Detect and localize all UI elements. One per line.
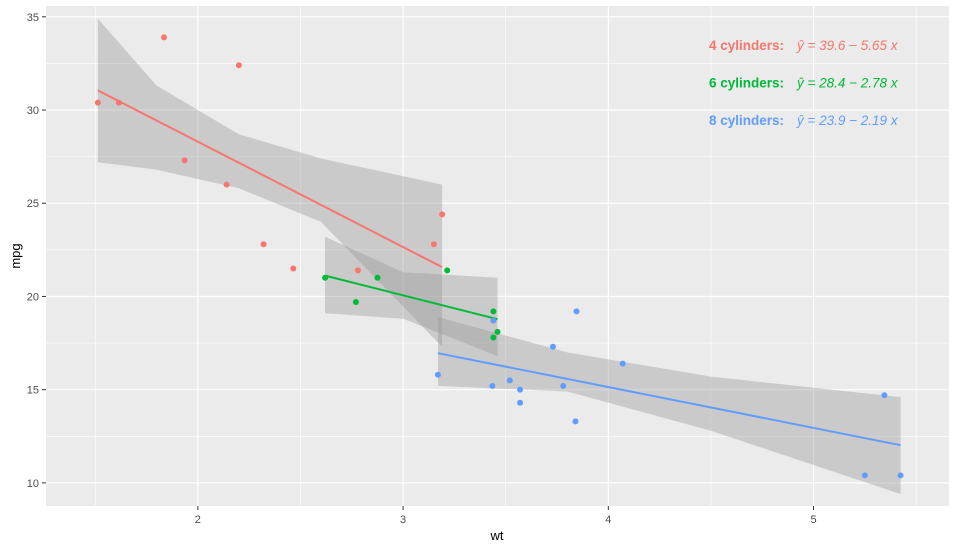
regression-lines xyxy=(97,89,901,447)
data-point-1-3 xyxy=(494,328,501,335)
data-point-2-2 xyxy=(619,360,626,367)
data-point-0-1 xyxy=(439,211,446,218)
data-point-1-0 xyxy=(322,274,329,281)
annotation-equation-0: ŷ = 39.6 − 5.65 x xyxy=(796,38,899,53)
data-point-2-9 xyxy=(489,382,496,389)
data-point-0-8 xyxy=(223,181,230,188)
data-point-0-6 xyxy=(290,265,297,272)
y-axis-title: mpg xyxy=(8,243,23,268)
x-axis-title: wt xyxy=(490,528,504,543)
data-point-0-5 xyxy=(161,34,168,41)
data-point-2-1 xyxy=(517,399,524,406)
grid-minor xyxy=(46,6,949,506)
data-point-2-11 xyxy=(573,308,580,315)
annotation-label-2: 8 cylinders: xyxy=(709,113,784,128)
confidence-band-2 xyxy=(438,317,901,495)
x-tick-label-1: 3 xyxy=(400,514,406,526)
y-tick-label-0: 10 xyxy=(27,478,39,490)
data-points xyxy=(94,34,904,479)
annotation-label-1: 6 cylinders: xyxy=(709,76,784,91)
data-point-0-2 xyxy=(430,241,437,248)
data-point-0-4 xyxy=(115,99,122,106)
regression-line-0 xyxy=(97,89,443,268)
data-point-1-1 xyxy=(374,274,381,281)
annotation-label-0: 4 cylinders: xyxy=(709,38,784,53)
data-point-2-7 xyxy=(881,392,888,399)
y-tick-label-5: 35 xyxy=(27,12,39,24)
data-point-2-8 xyxy=(506,377,513,384)
data-point-2-0 xyxy=(490,317,497,324)
data-point-2-5 xyxy=(861,472,868,479)
data-point-0-9 xyxy=(94,99,101,106)
data-point-2-10 xyxy=(572,418,579,425)
x-tick-label-0: 2 xyxy=(195,514,201,526)
equation-annotations: 4 cylinders: ŷ = 39.6 − 5.65 x 6 cylinders… xyxy=(709,38,899,128)
data-point-0-0 xyxy=(260,241,267,248)
grid-major xyxy=(46,6,949,506)
data-point-0-10 xyxy=(354,267,361,274)
x-tick-label-3: 5 xyxy=(810,514,816,526)
data-point-0-7 xyxy=(181,157,188,164)
data-point-2-3 xyxy=(549,343,556,350)
data-point-2-6 xyxy=(897,472,904,479)
data-point-0-3 xyxy=(235,62,242,69)
data-point-2-13 xyxy=(517,386,524,393)
panel-background xyxy=(46,6,949,506)
data-point-2-12 xyxy=(434,371,441,378)
regression-line-1 xyxy=(324,274,498,321)
confidence-band-0 xyxy=(97,18,443,347)
x-tick-label-2: 4 xyxy=(605,514,611,526)
data-point-1-5 xyxy=(490,334,497,341)
regression-line-2 xyxy=(437,352,901,447)
annotation-equation-2: ŷ = 23.9 − 2.19 x xyxy=(796,113,899,128)
y-tick-label-2: 20 xyxy=(27,291,39,303)
y-tick-label-4: 30 xyxy=(27,105,39,117)
axis-ticks: 2 3 4 5 10 15 20 25 30 35 xyxy=(27,12,817,526)
y-tick-label-3: 25 xyxy=(27,198,39,210)
y-tick-label-1: 15 xyxy=(27,385,39,397)
annotation-equation-1: ŷ = 28.4 − 2.78 x xyxy=(796,76,899,91)
data-point-2-4 xyxy=(560,382,567,389)
data-point-1-4 xyxy=(490,308,497,315)
data-point-1-2 xyxy=(444,267,451,274)
data-point-1-6 xyxy=(352,299,359,306)
